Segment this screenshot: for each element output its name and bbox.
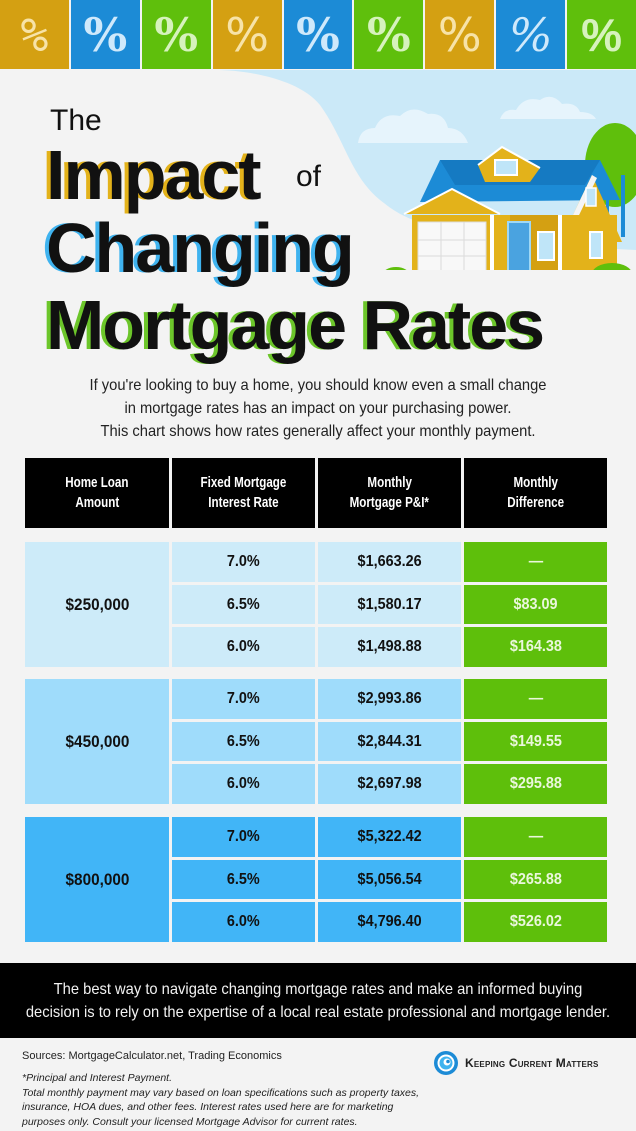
difference-cell: $83.09 <box>464 584 607 625</box>
advice-text: The best way to navigate changing mortga… <box>25 980 611 1021</box>
footnote-disclaimer: Total monthly payment may vary based on … <box>22 1086 420 1128</box>
difference-column: — $83.09 $164.38 <box>464 542 607 668</box>
rate-cell: 6.0% <box>172 764 315 805</box>
rate-cell: 7.0% <box>172 542 315 582</box>
percent-tile-icon: % <box>496 0 566 69</box>
difference-cell: — <box>464 542 607 582</box>
header-interest-rate: Fixed Mortgage Interest Rate <box>172 458 315 528</box>
difference-cell: $295.88 <box>464 764 607 805</box>
rate-column: 7.0% 6.5% 6.0% <box>172 542 315 668</box>
payment-column: $1,663.26 $1,580.17 $1,498.88 <box>318 542 461 668</box>
table-header: Home Loan Amount Fixed Mortgage Interest R… <box>25 458 607 528</box>
payment-cell: $1,580.17 <box>318 584 461 625</box>
footnote: *Principal and Interest Payment. Total m… <box>22 1071 422 1129</box>
payment-cell: $5,056.54 <box>318 859 461 900</box>
payment-cell: $2,697.98 <box>318 764 461 805</box>
logo-text: Keeping Current Matters <box>465 1056 599 1070</box>
rate-cell: 6.0% <box>172 902 315 943</box>
rate-column: 7.0% 6.5% 6.0% <box>172 817 315 943</box>
header-monthly-payment: Monthly Mortgage P&I* <box>318 458 461 528</box>
title-line-impact: Impact <box>46 136 262 214</box>
loan-group-800k: $800,000 7.0% 6.5% 6.0% $5,322.42 $5,056… <box>25 817 607 943</box>
intro-line: in mortgage rates has an impact on your … <box>124 400 512 417</box>
rate-cell: 7.0% <box>172 679 315 719</box>
difference-column: — $149.55 $295.88 <box>464 679 607 805</box>
intro-line: This chart shows how rates generally aff… <box>100 423 536 440</box>
payment-cell: $4,796.40 <box>318 902 461 943</box>
percent-tile-icon: % <box>283 0 353 69</box>
header-monthly-difference: Monthly Difference <box>464 458 607 528</box>
advice-banner: The best way to navigate changing mortga… <box>0 963 636 1038</box>
percent-tile-icon: % <box>0 0 69 69</box>
difference-cell: — <box>464 679 607 719</box>
payment-cell: $5,322.42 <box>318 817 461 857</box>
percent-tile-icon: % <box>141 0 211 69</box>
rate-cell: 6.5% <box>172 584 315 625</box>
loan-group-450k: $450,000 7.0% 6.5% 6.0% $2,993.86 $2,844… <box>25 679 607 805</box>
payment-cell: $2,844.31 <box>318 721 461 762</box>
difference-cell: $526.02 <box>464 902 607 943</box>
swirl-logo-icon <box>434 1051 458 1075</box>
difference-cell: $164.38 <box>464 627 607 668</box>
loan-group-250k: $250,000 7.0% 6.5% 6.0% $1,663.26 $1,580… <box>25 542 607 668</box>
intro-line: If you're looking to buy a home, you sho… <box>89 377 547 394</box>
loan-amount-cell: $250,000 <box>25 542 169 667</box>
payment-cell: $2,993.86 <box>318 679 461 719</box>
footnote-asterisk: *Principal and Interest Payment. <box>22 1072 172 1084</box>
percent-tile-icon: % <box>567 0 636 69</box>
payment-column: $5,322.42 $5,056.54 $4,796.40 <box>318 817 461 943</box>
rate-column: 7.0% 6.5% 6.0% <box>172 679 315 805</box>
percent-tiles-banner: % % % % % % % % % <box>0 0 636 70</box>
header-home-loan-amount: Home Loan Amount <box>25 458 169 528</box>
intro-paragraph: If you're looking to buy a home, you sho… <box>25 374 610 443</box>
difference-cell: — <box>464 817 607 857</box>
payment-column: $2,993.86 $2,844.31 $2,697.98 <box>318 679 461 805</box>
rate-cell: 6.0% <box>172 627 315 668</box>
payment-cell: $1,663.26 <box>318 542 461 582</box>
cloud-icon <box>358 96 596 143</box>
house-illustration <box>215 70 636 270</box>
title-word-of: of <box>296 160 322 193</box>
difference-cell: $149.55 <box>464 721 607 762</box>
difference-column: — $265.88 $526.02 <box>464 817 607 943</box>
difference-cell: $265.88 <box>464 859 607 900</box>
sources-text: Sources: MortgageCalculator.net, Trading… <box>22 1050 282 1062</box>
kcm-logo: Keeping Current Matters <box>433 1050 599 1076</box>
percent-tile-icon: % <box>70 0 140 69</box>
title-line-the: The <box>50 104 102 137</box>
percent-tile-icon: % <box>354 0 424 69</box>
percent-tile-icon: % <box>212 0 282 69</box>
payment-cell: $1,498.88 <box>318 627 461 668</box>
loan-amount-cell: $450,000 <box>25 679 169 804</box>
rate-cell: 7.0% <box>172 817 315 857</box>
rate-cell: 6.5% <box>172 721 315 762</box>
title-line-mortgage-rates: Mortgage Rates <box>46 286 545 364</box>
rate-cell: 6.5% <box>172 859 315 900</box>
loan-amount-cell: $800,000 <box>25 817 169 942</box>
door-icon <box>507 221 531 270</box>
title-line-changing: Changing <box>46 209 355 287</box>
percent-tile-icon: % <box>425 0 495 69</box>
